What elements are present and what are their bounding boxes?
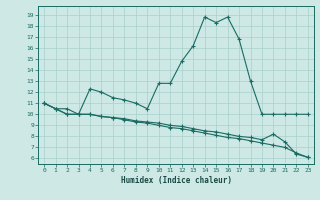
X-axis label: Humidex (Indice chaleur): Humidex (Indice chaleur)	[121, 176, 231, 185]
